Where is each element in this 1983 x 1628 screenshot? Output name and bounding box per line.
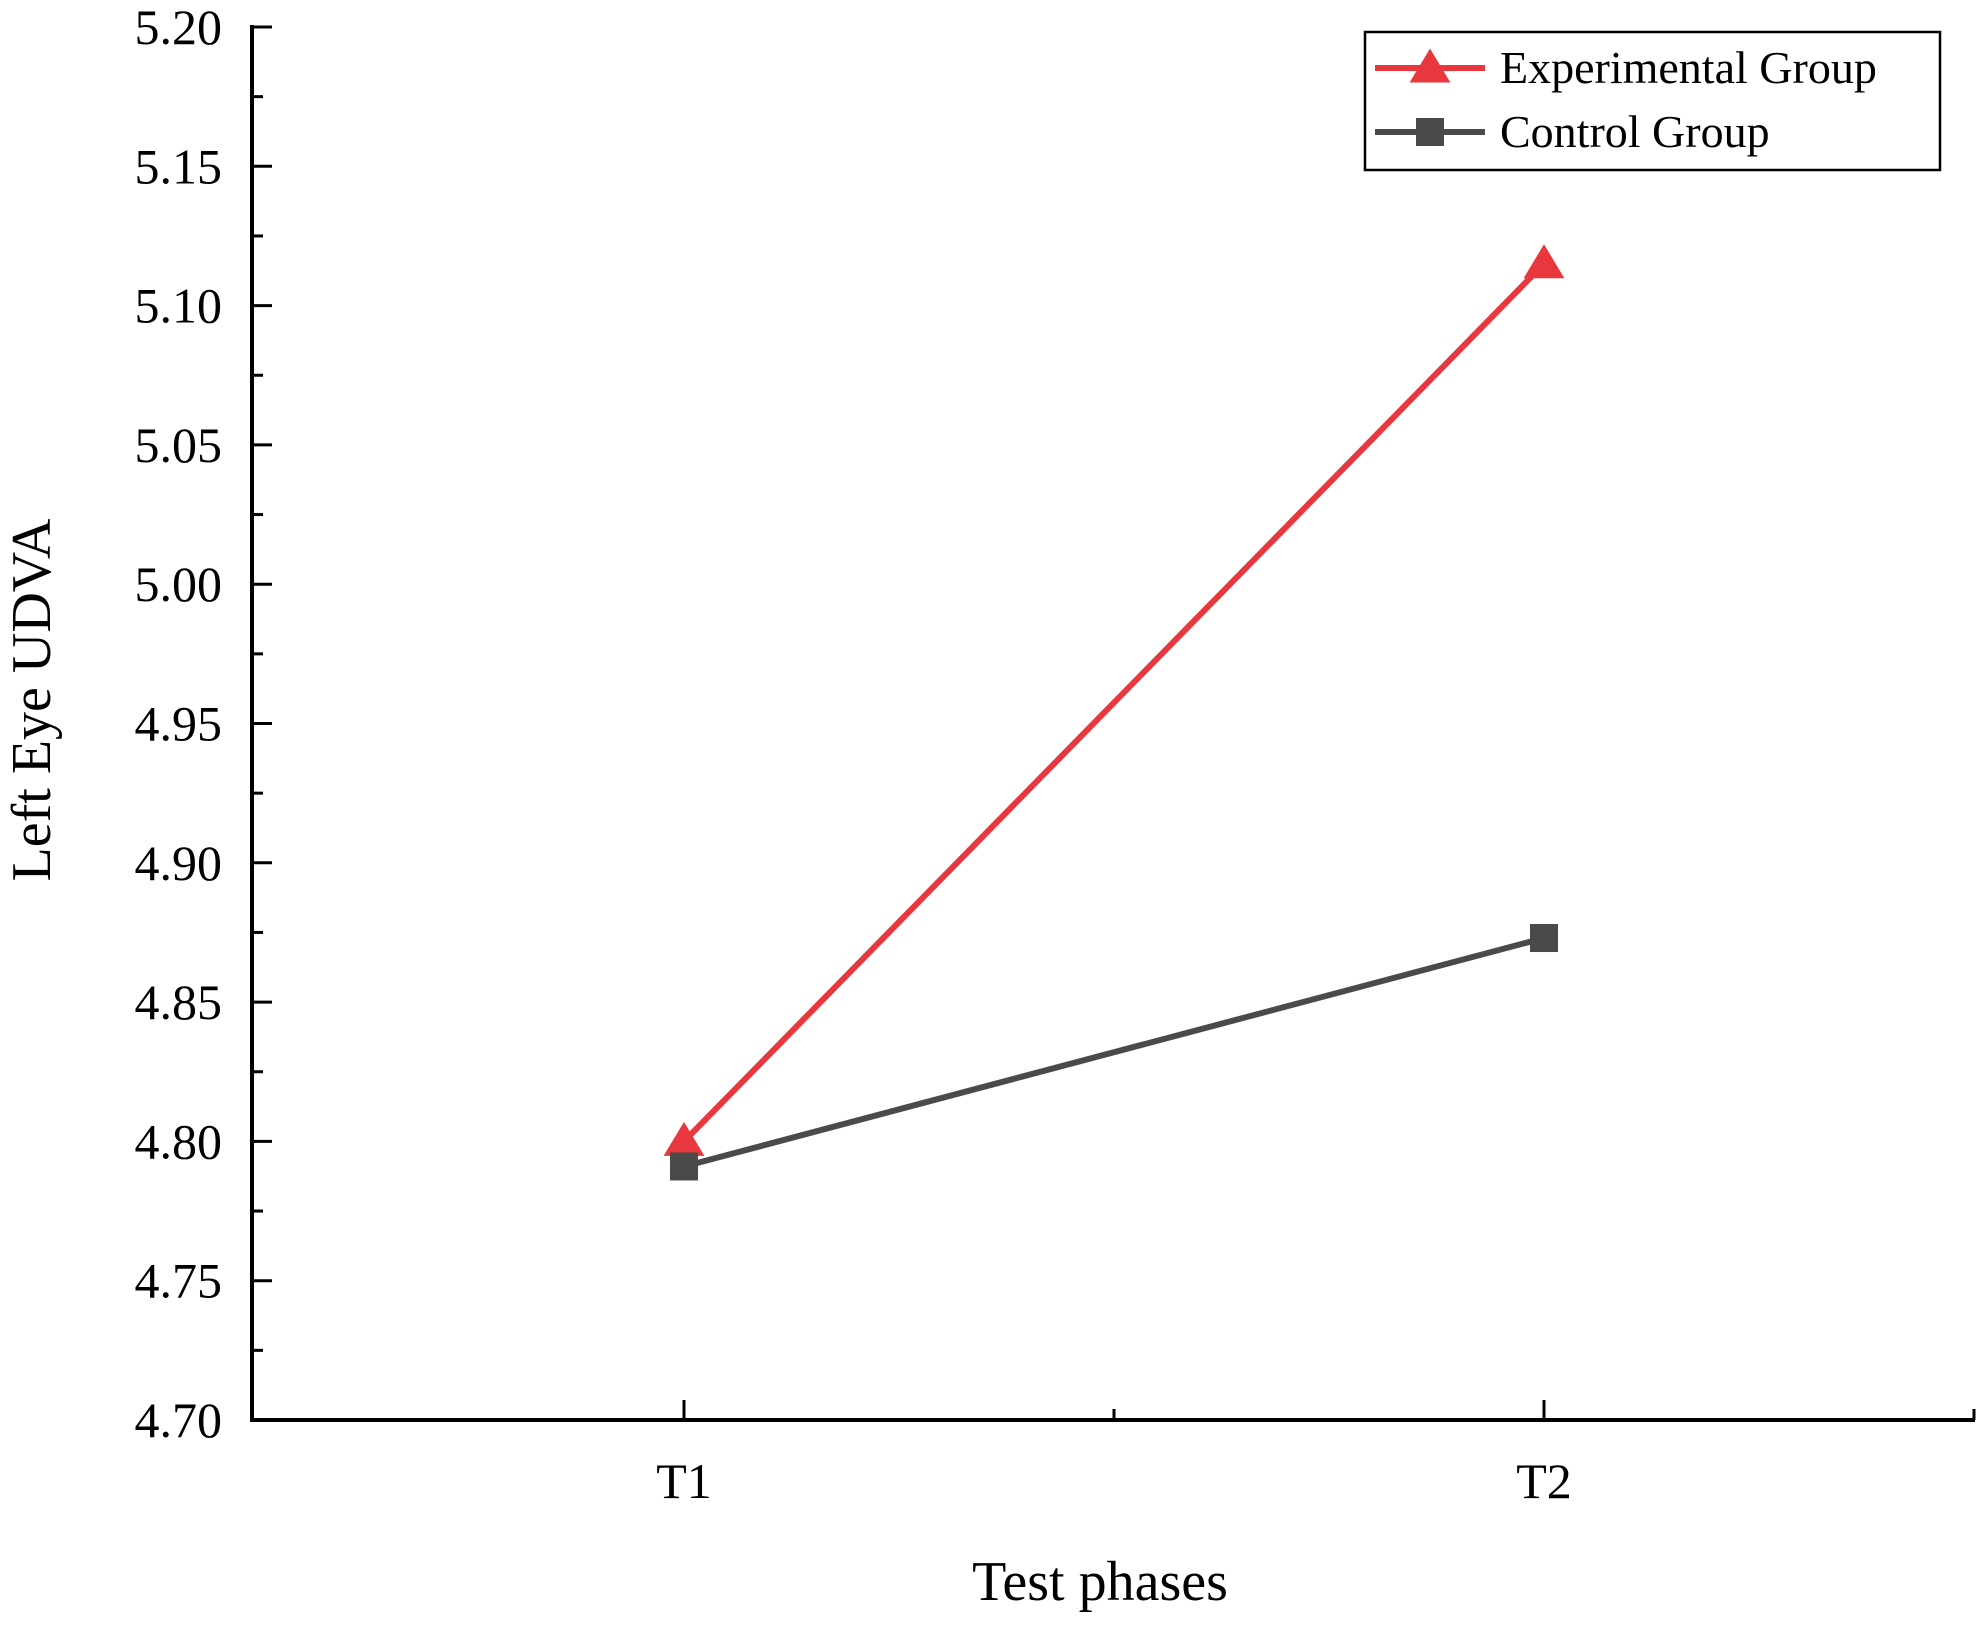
legend-marker — [1416, 118, 1444, 146]
x-tick-label: T1 — [656, 1453, 712, 1509]
y-tick-label: 4.95 — [135, 696, 223, 752]
y-tick-label: 5.15 — [135, 138, 223, 194]
legend-item: Experimental Group — [1375, 42, 1877, 93]
legend: Experimental Group Control Group — [1363, 30, 1942, 172]
data-point — [670, 1152, 698, 1181]
data-point — [663, 1121, 705, 1156]
series-0 — [663, 244, 1565, 1156]
x-axis-ticks: T1 T2 — [656, 1400, 1976, 1509]
y-axis-ticks: 4.70 4.75 4.80 4.85 4.90 4.95 5.00 5.05 5.10 5.15… — [135, 0, 272, 1448]
y-tick-label: 4.70 — [135, 1392, 223, 1448]
y-tick-label: 5.20 — [135, 0, 223, 55]
y-tick-label: 5.05 — [135, 417, 223, 473]
legend-label: Experimental Group — [1500, 42, 1877, 93]
y-tick-label: 4.80 — [135, 1113, 223, 1169]
y-tick-label: 4.75 — [135, 1253, 223, 1309]
x-axis-title: Test phases — [972, 1551, 1228, 1613]
series-layer — [663, 244, 1565, 1181]
y-tick-label: 4.90 — [135, 835, 223, 891]
series-line — [683, 935, 1545, 1170]
y-tick-label: 5.00 — [135, 556, 223, 612]
series-line — [681, 261, 1547, 1144]
x-tick-label: T2 — [1516, 1453, 1572, 1509]
y-axis-title: Left Eye UDVA — [1, 518, 63, 881]
data-point — [1523, 244, 1565, 279]
legend-box — [1363, 30, 1942, 172]
data-point — [1530, 924, 1558, 953]
legend-marker — [1409, 48, 1451, 83]
y-tick-label: 5.10 — [135, 278, 223, 334]
legend-item: Control Group — [1375, 106, 1770, 157]
axes — [250, 25, 1975, 1422]
series-1 — [670, 924, 1558, 1181]
y-tick-label: 4.85 — [135, 974, 223, 1030]
legend-label: Control Group — [1500, 106, 1770, 157]
